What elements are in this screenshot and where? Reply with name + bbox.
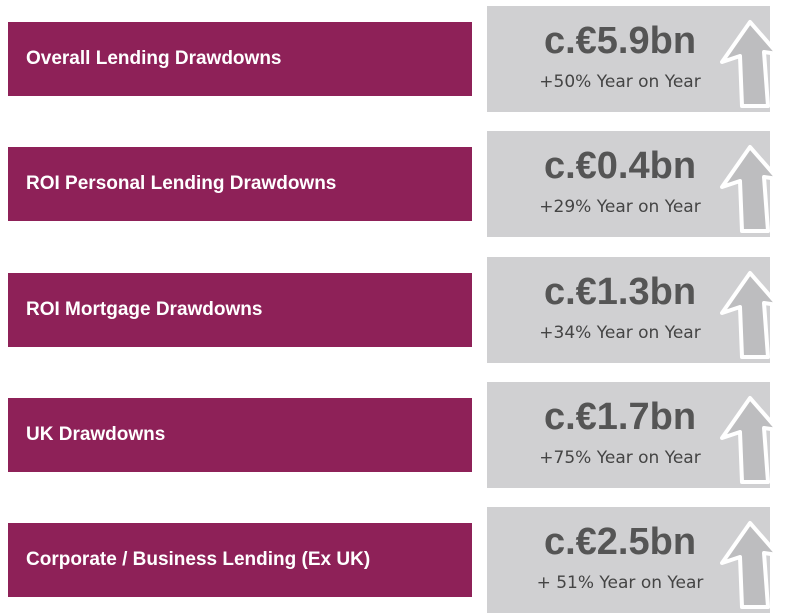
row-value: c.€5.9bn [543,20,697,62]
row-change: +29% Year on Year [539,197,701,218]
arrow-shape [720,145,780,234]
row-change: +75% Year on Year [539,447,701,468]
arrow-shape [720,395,780,484]
row-value: c.€1.3bn [543,270,697,313]
row-value: c.€1.7bn [543,395,697,438]
row-change: +34% Year on Year [539,322,701,343]
up-arrow [720,521,780,610]
value-box: c.€5.9bn +50% Year on Year [487,6,770,112]
arrow-shape [720,270,780,359]
row-label: UK Drawdowns [8,397,472,472]
row-label: Corporate / Business Lending (Ex UK) [8,523,472,598]
value-box: c.€2.5bn + 51% Year on Year [487,507,770,613]
row-value: c.€2.5bn [543,521,697,564]
up-arrow [720,145,780,234]
row-change: + 51% Year on Year [536,573,704,594]
up-arrow [720,20,780,108]
arrow-shape [720,20,780,108]
row-label: ROI Mortgage Drawdowns [8,272,472,347]
row-value: c.€0.4bn [543,145,697,188]
up-arrow [720,395,780,484]
arrow-shape [720,521,780,610]
row-label: Overall Lending Drawdowns [8,22,472,96]
row-change: +50% Year on Year [539,72,701,92]
row-label: ROI Personal Lending Drawdowns [8,147,472,222]
up-arrow [720,270,780,359]
